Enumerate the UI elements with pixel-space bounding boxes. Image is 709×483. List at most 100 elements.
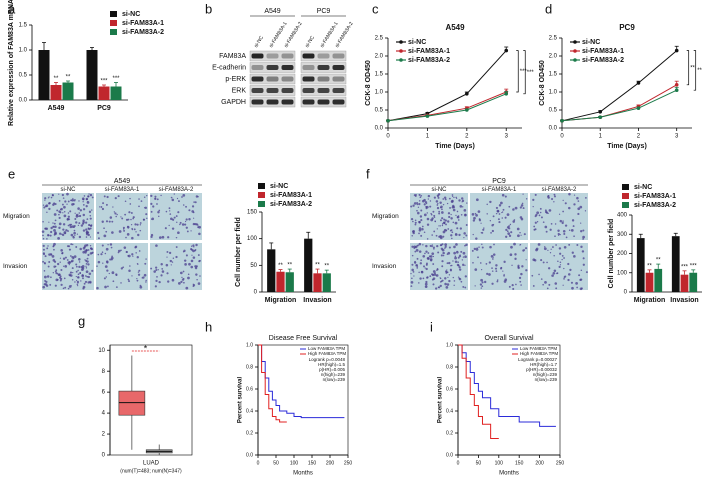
cell — [63, 205, 66, 209]
cell — [562, 284, 564, 286]
cell — [130, 224, 133, 226]
cell — [64, 232, 67, 235]
cell — [129, 203, 132, 205]
cell — [491, 282, 494, 285]
cell — [75, 263, 78, 266]
cell — [68, 261, 72, 264]
protein-label: E-cadherin — [212, 64, 246, 71]
cell — [90, 247, 94, 251]
cell — [423, 231, 426, 233]
cell — [438, 235, 441, 238]
x-tick-label: 50 — [476, 460, 482, 466]
band — [251, 65, 264, 70]
cell — [70, 243, 73, 246]
bracket — [693, 50, 697, 91]
cell — [123, 246, 127, 249]
cell — [538, 214, 541, 217]
cell — [64, 264, 68, 268]
point — [674, 48, 679, 53]
cell — [71, 260, 73, 263]
cell — [449, 206, 451, 209]
line — [561, 50, 678, 122]
cell — [455, 243, 458, 246]
cell — [193, 201, 195, 203]
cell — [414, 223, 417, 226]
cell — [519, 280, 522, 283]
y-tick-label: 1.5 — [19, 23, 28, 29]
cell — [410, 285, 413, 288]
cell — [177, 211, 180, 214]
cell — [122, 266, 125, 269]
cell — [542, 283, 544, 286]
y-tick-label: 1.0 — [375, 90, 384, 96]
cell — [483, 227, 485, 229]
cell — [546, 261, 548, 264]
cell — [166, 272, 169, 275]
cell — [188, 262, 191, 266]
cell — [44, 227, 47, 230]
cell — [425, 280, 428, 284]
cell — [62, 287, 65, 290]
cell — [127, 227, 129, 229]
cell — [115, 215, 117, 218]
cell — [106, 261, 109, 264]
cell — [414, 219, 417, 222]
cell — [82, 201, 84, 203]
cell — [432, 255, 435, 258]
cell — [61, 252, 64, 254]
cell — [580, 222, 582, 224]
significance: *** — [520, 69, 528, 75]
cell — [43, 262, 47, 265]
subtitle: (num(T)=483; num(N)=347) — [120, 468, 182, 474]
cell — [63, 214, 67, 218]
cell — [88, 280, 92, 284]
significance: *** — [527, 70, 535, 76]
cell — [558, 213, 561, 215]
cell — [457, 219, 460, 221]
row-label: Migration — [3, 213, 30, 220]
cell — [426, 238, 429, 240]
cell — [512, 287, 515, 290]
cell — [547, 267, 551, 270]
cell — [579, 205, 583, 209]
blot-strip — [300, 73, 347, 85]
cell — [173, 216, 176, 219]
cell — [68, 263, 70, 266]
cell — [501, 193, 505, 197]
x-axis-label: Months — [499, 471, 519, 477]
cell — [89, 245, 92, 247]
legend-label: si-NC — [582, 39, 600, 46]
cell — [70, 233, 74, 237]
cell — [78, 265, 81, 269]
cell — [437, 196, 440, 199]
cell — [131, 253, 134, 256]
cell — [504, 195, 507, 198]
x-tick-label: 250 — [344, 460, 353, 466]
cell — [75, 246, 78, 248]
cell — [67, 230, 69, 232]
cell — [416, 267, 419, 269]
cell — [112, 206, 114, 208]
cell — [485, 263, 488, 265]
cell — [82, 208, 86, 211]
cell — [476, 247, 478, 249]
cell — [425, 267, 428, 271]
legend-label: Low FAM83A TPM — [308, 346, 345, 351]
cell — [413, 275, 415, 277]
cell — [519, 244, 521, 246]
cell — [184, 263, 187, 266]
cell — [563, 267, 565, 270]
band — [317, 53, 330, 59]
cell — [190, 247, 193, 251]
cell — [427, 252, 430, 254]
cell — [514, 257, 517, 260]
cell — [486, 272, 489, 275]
cell — [454, 221, 458, 225]
cell — [176, 197, 179, 200]
bar — [98, 86, 110, 100]
cell — [136, 223, 139, 226]
cell — [103, 277, 106, 280]
cell — [69, 210, 72, 213]
cell — [192, 249, 195, 253]
cell — [99, 206, 101, 208]
